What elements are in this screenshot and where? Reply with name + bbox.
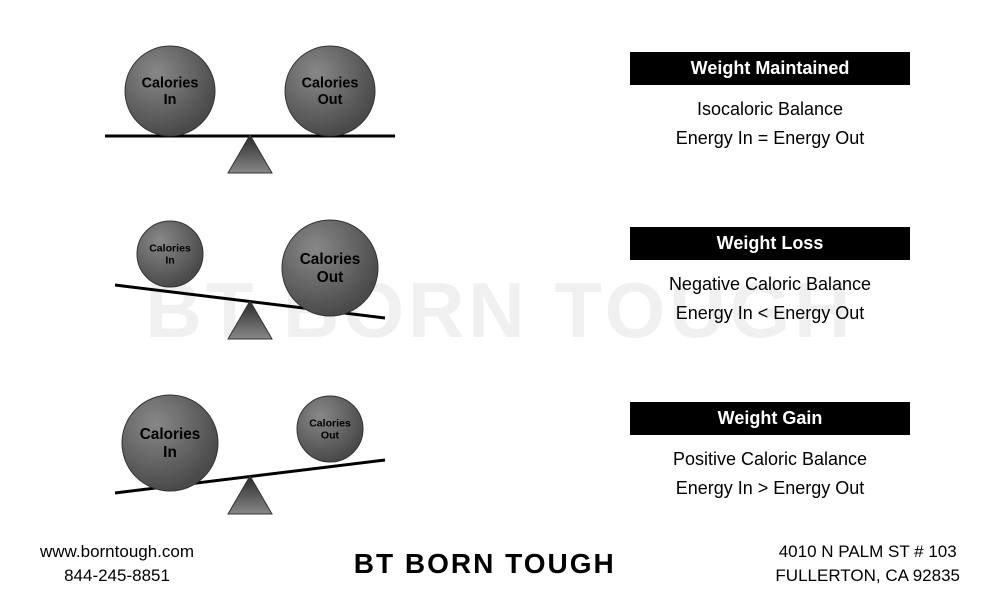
header-gain: Weight Gain xyxy=(630,402,910,435)
desc-line-gain-2: Energy In > Energy Out xyxy=(580,474,960,503)
desc-gain: Weight Gain Positive Caloric Balance Ene… xyxy=(480,402,960,503)
svg-text:In: In xyxy=(165,254,174,266)
svg-text:Out: Out xyxy=(317,268,343,285)
desc-maintained: Weight Maintained Isocaloric Balance Ene… xyxy=(480,52,960,153)
footer-phone: 844-245-8851 xyxy=(40,564,194,588)
svg-text:Calories: Calories xyxy=(142,75,199,91)
svg-text:Calories: Calories xyxy=(300,251,361,268)
footer-brand: BT BORN TOUGH xyxy=(354,548,616,580)
svg-text:Calories: Calories xyxy=(140,426,201,443)
scale-maintained: CaloriesInCaloriesOut xyxy=(40,23,480,183)
desc-loss: Weight Loss Negative Caloric Balance Ene… xyxy=(480,227,960,328)
footer-address: 4010 N PALM ST # 103 FULLERTON, CA 92835 xyxy=(775,540,960,588)
footer-contact: www.borntough.com 844-245-8851 xyxy=(40,540,194,588)
header-maintained: Weight Maintained xyxy=(630,52,910,85)
infographic-content: CaloriesInCaloriesOut Weight Maintained … xyxy=(0,0,1000,535)
desc-line-loss-1: Negative Caloric Balance xyxy=(580,270,960,299)
desc-line-maintained-2: Energy In = Energy Out xyxy=(580,124,960,153)
row-maintained: CaloriesInCaloriesOut Weight Maintained … xyxy=(40,20,960,185)
footer: www.borntough.com 844-245-8851 BT BORN T… xyxy=(0,540,1000,588)
footer-addr2: FULLERTON, CA 92835 xyxy=(775,564,960,588)
row-gain: CaloriesInCaloriesOut Weight Gain Positi… xyxy=(40,370,960,535)
scale-gain: CaloriesInCaloriesOut xyxy=(40,373,480,533)
svg-text:Out: Out xyxy=(321,429,340,441)
desc-line-gain-1: Positive Caloric Balance xyxy=(580,445,960,474)
scale-svg-loss: CaloriesInCaloriesOut xyxy=(40,198,480,358)
row-loss: CaloriesInCaloriesOut Weight Loss Negati… xyxy=(40,195,960,360)
svg-text:Calories: Calories xyxy=(302,75,359,91)
desc-line-loss-2: Energy In < Energy Out xyxy=(580,299,960,328)
svg-text:Calories: Calories xyxy=(149,242,191,254)
scale-svg-gain: CaloriesInCaloriesOut xyxy=(40,373,480,533)
svg-text:Calories: Calories xyxy=(309,417,351,429)
scale-loss: CaloriesInCaloriesOut xyxy=(40,198,480,358)
header-loss: Weight Loss xyxy=(630,227,910,260)
svg-text:In: In xyxy=(164,91,177,107)
svg-text:Out: Out xyxy=(318,91,343,107)
footer-addr1: 4010 N PALM ST # 103 xyxy=(775,540,960,564)
footer-website: www.borntough.com xyxy=(40,540,194,564)
desc-line-maintained-1: Isocaloric Balance xyxy=(580,95,960,124)
scale-svg-maintained: CaloriesInCaloriesOut xyxy=(40,23,480,183)
svg-text:In: In xyxy=(163,443,177,460)
